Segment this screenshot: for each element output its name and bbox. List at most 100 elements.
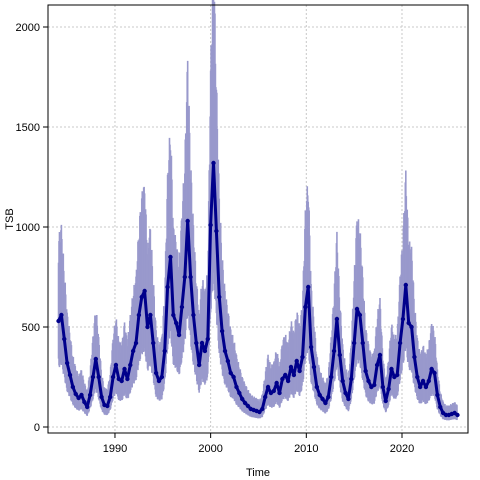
data-point (225, 358, 231, 364)
data-point (346, 396, 351, 402)
data-point (107, 394, 113, 400)
data-point (85, 404, 90, 410)
x-axis-title: Time (246, 467, 270, 479)
data-point (412, 354, 417, 360)
data-point (303, 304, 308, 310)
data-point (406, 320, 411, 326)
data-point (455, 412, 460, 418)
data-point (297, 368, 302, 374)
data-point (320, 396, 325, 402)
data-point (67, 372, 73, 378)
data-point (417, 384, 423, 390)
x-axis: 1990 2000 2010 2020 (103, 433, 414, 455)
data-point (219, 328, 225, 334)
data-point (377, 352, 383, 358)
data-point (125, 376, 130, 382)
data-point (211, 160, 216, 166)
data-point (113, 362, 119, 368)
y-tick-label: 2000 (16, 22, 40, 34)
data-point (176, 332, 182, 338)
data-point (288, 364, 294, 370)
data-point (185, 218, 190, 224)
data-point (331, 348, 337, 354)
y-axis-title: TSB (4, 208, 16, 229)
data-point (205, 336, 210, 342)
data-point (432, 370, 437, 376)
data-point (300, 354, 305, 360)
data-point (389, 366, 394, 372)
data-point (168, 254, 173, 260)
data-point (199, 340, 205, 346)
data-point (82, 399, 87, 405)
data-point (260, 406, 265, 412)
data-point (374, 362, 380, 368)
data-point (128, 362, 133, 368)
data-point (435, 392, 440, 398)
data-point (360, 340, 365, 346)
data-point (156, 378, 162, 384)
data-point (133, 340, 139, 346)
data-point (214, 228, 219, 234)
data-point (151, 340, 156, 346)
y-tick-label: 500 (22, 322, 40, 334)
x-tick-label: 2020 (390, 443, 414, 455)
data-point (196, 362, 202, 368)
data-point (328, 374, 334, 380)
data-point (386, 386, 391, 392)
data-point (420, 378, 426, 384)
data-point (142, 288, 147, 294)
x-tick-label: 2000 (198, 443, 222, 455)
data-point (337, 352, 342, 358)
data-point (245, 403, 251, 409)
data-point (395, 372, 400, 378)
data-point (191, 312, 196, 318)
data-point (90, 374, 96, 380)
data-point (294, 358, 299, 364)
data-point (262, 394, 268, 400)
data-point (415, 374, 420, 380)
data-point (136, 312, 142, 318)
data-point (311, 364, 317, 370)
data-point (426, 378, 431, 384)
data-point (403, 282, 409, 288)
data-point (130, 348, 136, 354)
data-point (228, 370, 233, 376)
data-point (334, 316, 340, 322)
data-point (62, 336, 67, 342)
data-point (96, 374, 101, 380)
data-point (76, 395, 81, 401)
x-tick-label: 2010 (294, 443, 318, 455)
data-point (194, 340, 199, 346)
data-point (366, 378, 371, 384)
data-point (240, 396, 245, 402)
data-point (162, 348, 167, 354)
data-point (99, 394, 104, 400)
data-point (159, 374, 165, 380)
data-point (79, 392, 84, 398)
data-point (87, 392, 93, 398)
data-point (383, 398, 388, 404)
data-point (306, 284, 311, 290)
data-point (217, 294, 222, 300)
data-point (340, 378, 345, 384)
data-point (274, 380, 279, 386)
data-point (271, 388, 276, 394)
data-point (283, 372, 288, 378)
data-point (349, 376, 354, 382)
data-point (110, 374, 116, 380)
data-point (171, 312, 176, 318)
data-point (357, 312, 363, 318)
data-point (153, 370, 159, 376)
data-point (277, 390, 282, 396)
data-point (222, 348, 228, 354)
data-point (323, 400, 328, 406)
data-point (234, 384, 239, 390)
data-point (317, 392, 322, 398)
data-point (257, 409, 262, 415)
data-point (409, 324, 414, 330)
data-point (56, 318, 61, 324)
data-point (139, 294, 144, 300)
data-point (438, 404, 443, 410)
data-point (351, 340, 357, 346)
